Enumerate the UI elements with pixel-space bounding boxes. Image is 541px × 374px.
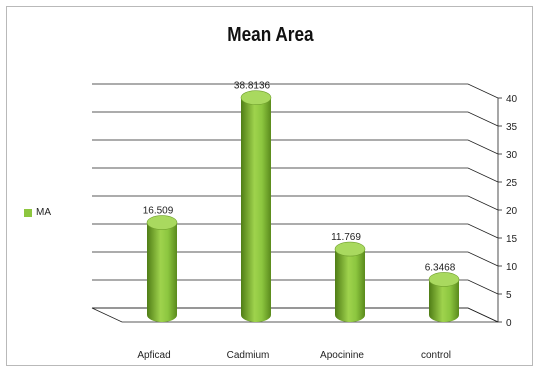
y-tick-label: 5: [506, 290, 512, 301]
y-tick-label: 15: [506, 234, 518, 245]
gridline: [92, 195, 499, 211]
gridline: [92, 83, 499, 99]
bar-top: [146, 215, 178, 230]
bar-control: [428, 272, 460, 322]
gridline: [92, 223, 499, 239]
gridline: [92, 167, 499, 183]
bar-body: [241, 97, 271, 323]
bar-body: [147, 222, 177, 322]
x-category-label: Apficad: [137, 350, 170, 361]
x-category-label: Apocinine: [320, 350, 364, 361]
data-label: 38.8136: [234, 81, 271, 92]
bar-top: [334, 241, 366, 257]
gridline: [92, 111, 499, 127]
bar-body: [429, 279, 459, 322]
y-tick-label: 0: [506, 318, 512, 329]
chart-title: Mean Area: [227, 24, 314, 46]
gridline: [92, 251, 499, 267]
legend: MA: [24, 207, 51, 218]
y-tick-label: 40: [506, 94, 518, 105]
data-label: 6.3468: [425, 262, 456, 273]
bar-body: [335, 249, 365, 322]
y-tick-label: 20: [506, 206, 518, 217]
x-category-label: control: [421, 350, 451, 361]
gridline: [92, 279, 499, 295]
bar-top: [240, 90, 272, 105]
y-tick-label: 30: [506, 150, 518, 161]
legend-swatch-ma: [24, 208, 32, 217]
bar-cadmium: [240, 90, 272, 323]
legend-label-ma: MA: [36, 207, 51, 218]
y-tick-label: 10: [506, 262, 518, 273]
data-label: 16.509: [143, 206, 174, 217]
bar-apocinine: [334, 241, 366, 322]
bar-apficad: [146, 215, 178, 322]
data-label: 11.769: [331, 232, 361, 243]
gridline: [92, 139, 499, 155]
y-tick-label: 35: [506, 122, 518, 133]
y-tick-label: 25: [506, 178, 518, 189]
x-category-label: Cadmium: [227, 350, 270, 361]
bar-top: [428, 272, 460, 287]
